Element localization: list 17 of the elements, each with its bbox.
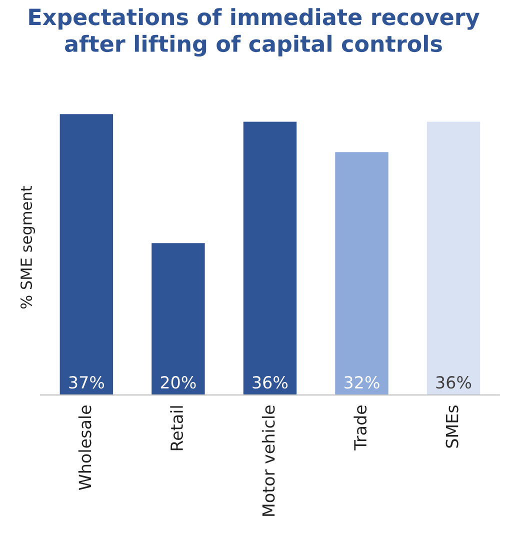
x-tick-label: SMEs	[446, 405, 458, 448]
data-label: 32%	[344, 376, 380, 389]
x-tick-label: Trade	[354, 406, 367, 450]
bar	[243, 122, 297, 395]
data-label: 20%	[160, 376, 196, 389]
data-label: 37%	[69, 376, 104, 389]
bar	[60, 114, 114, 395]
chart-title: Expectations of immediate recovery after lifting of capital controls	[29, 8, 480, 57]
y-axis-title: % SME segment	[20, 186, 36, 309]
x-tick-label: Retail	[170, 406, 184, 450]
bar	[335, 152, 388, 395]
x-tick-label: Motor vehicle	[262, 406, 275, 516]
bar	[152, 243, 205, 395]
bar	[426, 122, 480, 395]
x-tick-label: Wholesale	[78, 406, 92, 490]
data-label: 36%	[252, 376, 288, 389]
data-label: 36%	[436, 376, 472, 389]
